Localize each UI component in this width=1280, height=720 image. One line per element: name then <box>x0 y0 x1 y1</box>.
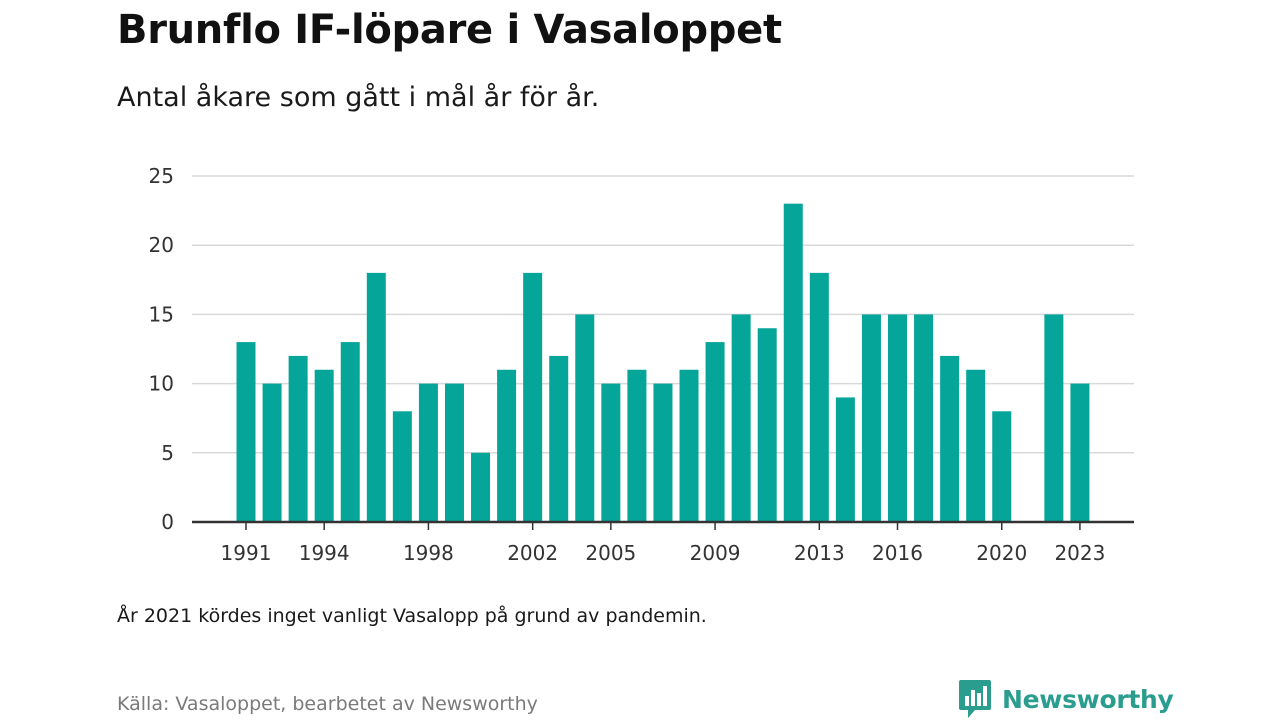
bar-2002 <box>523 272 543 522</box>
y-tick-label: 0 <box>161 510 174 534</box>
chart-title: Brunflo IF-löpare i Vasaloppet <box>117 7 782 53</box>
newsworthy-chart-bubble-icon <box>959 680 991 718</box>
chart-subtitle: Antal åkare som gått i mål år för år. <box>117 82 600 113</box>
x-tick-label: 1991 <box>221 541 272 565</box>
bar-2018 <box>940 355 960 522</box>
y-tick-label: 5 <box>161 441 174 465</box>
bar-1999 <box>444 383 464 522</box>
bar-2005 <box>601 383 621 522</box>
x-tick-label: 2009 <box>690 541 741 565</box>
bar-2017 <box>914 314 934 522</box>
x-tick-label: 2016 <box>872 541 923 565</box>
bar-2011 <box>757 328 777 522</box>
axes: 0 5 10 15 20 25 1991 1994 1998 2002 2005 2009 2013 20… <box>149 164 1134 565</box>
brand-logo[interactable]: Newsworthy <box>958 678 1174 720</box>
bar-2022 <box>1044 314 1064 522</box>
y-tick-label: 20 <box>149 233 174 257</box>
bar-2012 <box>783 203 803 522</box>
y-tick-label: 15 <box>149 302 174 326</box>
x-tick-label: 2002 <box>507 541 558 565</box>
bar-2009 <box>705 342 725 522</box>
bar-2016 <box>888 314 907 522</box>
bar-2010 <box>731 314 751 522</box>
bar-2007 <box>653 383 673 522</box>
bar-2023 <box>1070 383 1090 522</box>
bar-chart: 0 5 10 15 20 25 1991 1994 1998 2002 2005 2009 2013 20… <box>149 164 1134 565</box>
source-text: Källa: Vasaloppet, bearbetet av Newswort… <box>117 693 538 715</box>
brand-name: Newsworthy <box>1002 684 1174 714</box>
x-tick-label: 2023 <box>1054 541 1105 565</box>
bar-2004 <box>575 314 595 522</box>
bar-2013 <box>809 272 829 522</box>
bar-1991 <box>236 342 256 522</box>
bar-1997 <box>392 411 412 522</box>
bar-1994 <box>314 369 334 522</box>
bar-2014 <box>835 397 855 522</box>
bars <box>236 203 1090 522</box>
bar-1992 <box>262 383 282 522</box>
bar-2020 <box>992 411 1012 522</box>
bar-2015 <box>861 314 881 522</box>
y-tick-label: 25 <box>149 164 174 188</box>
x-tick-label: 1994 <box>299 541 350 565</box>
bar-1996 <box>366 272 386 522</box>
bar-1995 <box>340 342 360 522</box>
bar-1998 <box>418 383 438 522</box>
bar-2001 <box>497 369 517 522</box>
bar-2008 <box>679 369 699 522</box>
bar-2019 <box>966 369 986 522</box>
x-tick-label: 2005 <box>585 541 636 565</box>
y-tick-label: 10 <box>149 372 174 396</box>
footnote: År 2021 kördes inget vanligt Vasalopp på… <box>117 605 707 627</box>
x-tick-label: 2020 <box>976 541 1027 565</box>
x-tick-label: 1998 <box>403 541 454 565</box>
bar-2000 <box>471 452 491 522</box>
bar-2006 <box>627 369 647 522</box>
bar-1993 <box>288 355 308 522</box>
bar-2003 <box>549 355 569 522</box>
x-tick-label: 2013 <box>794 541 845 565</box>
